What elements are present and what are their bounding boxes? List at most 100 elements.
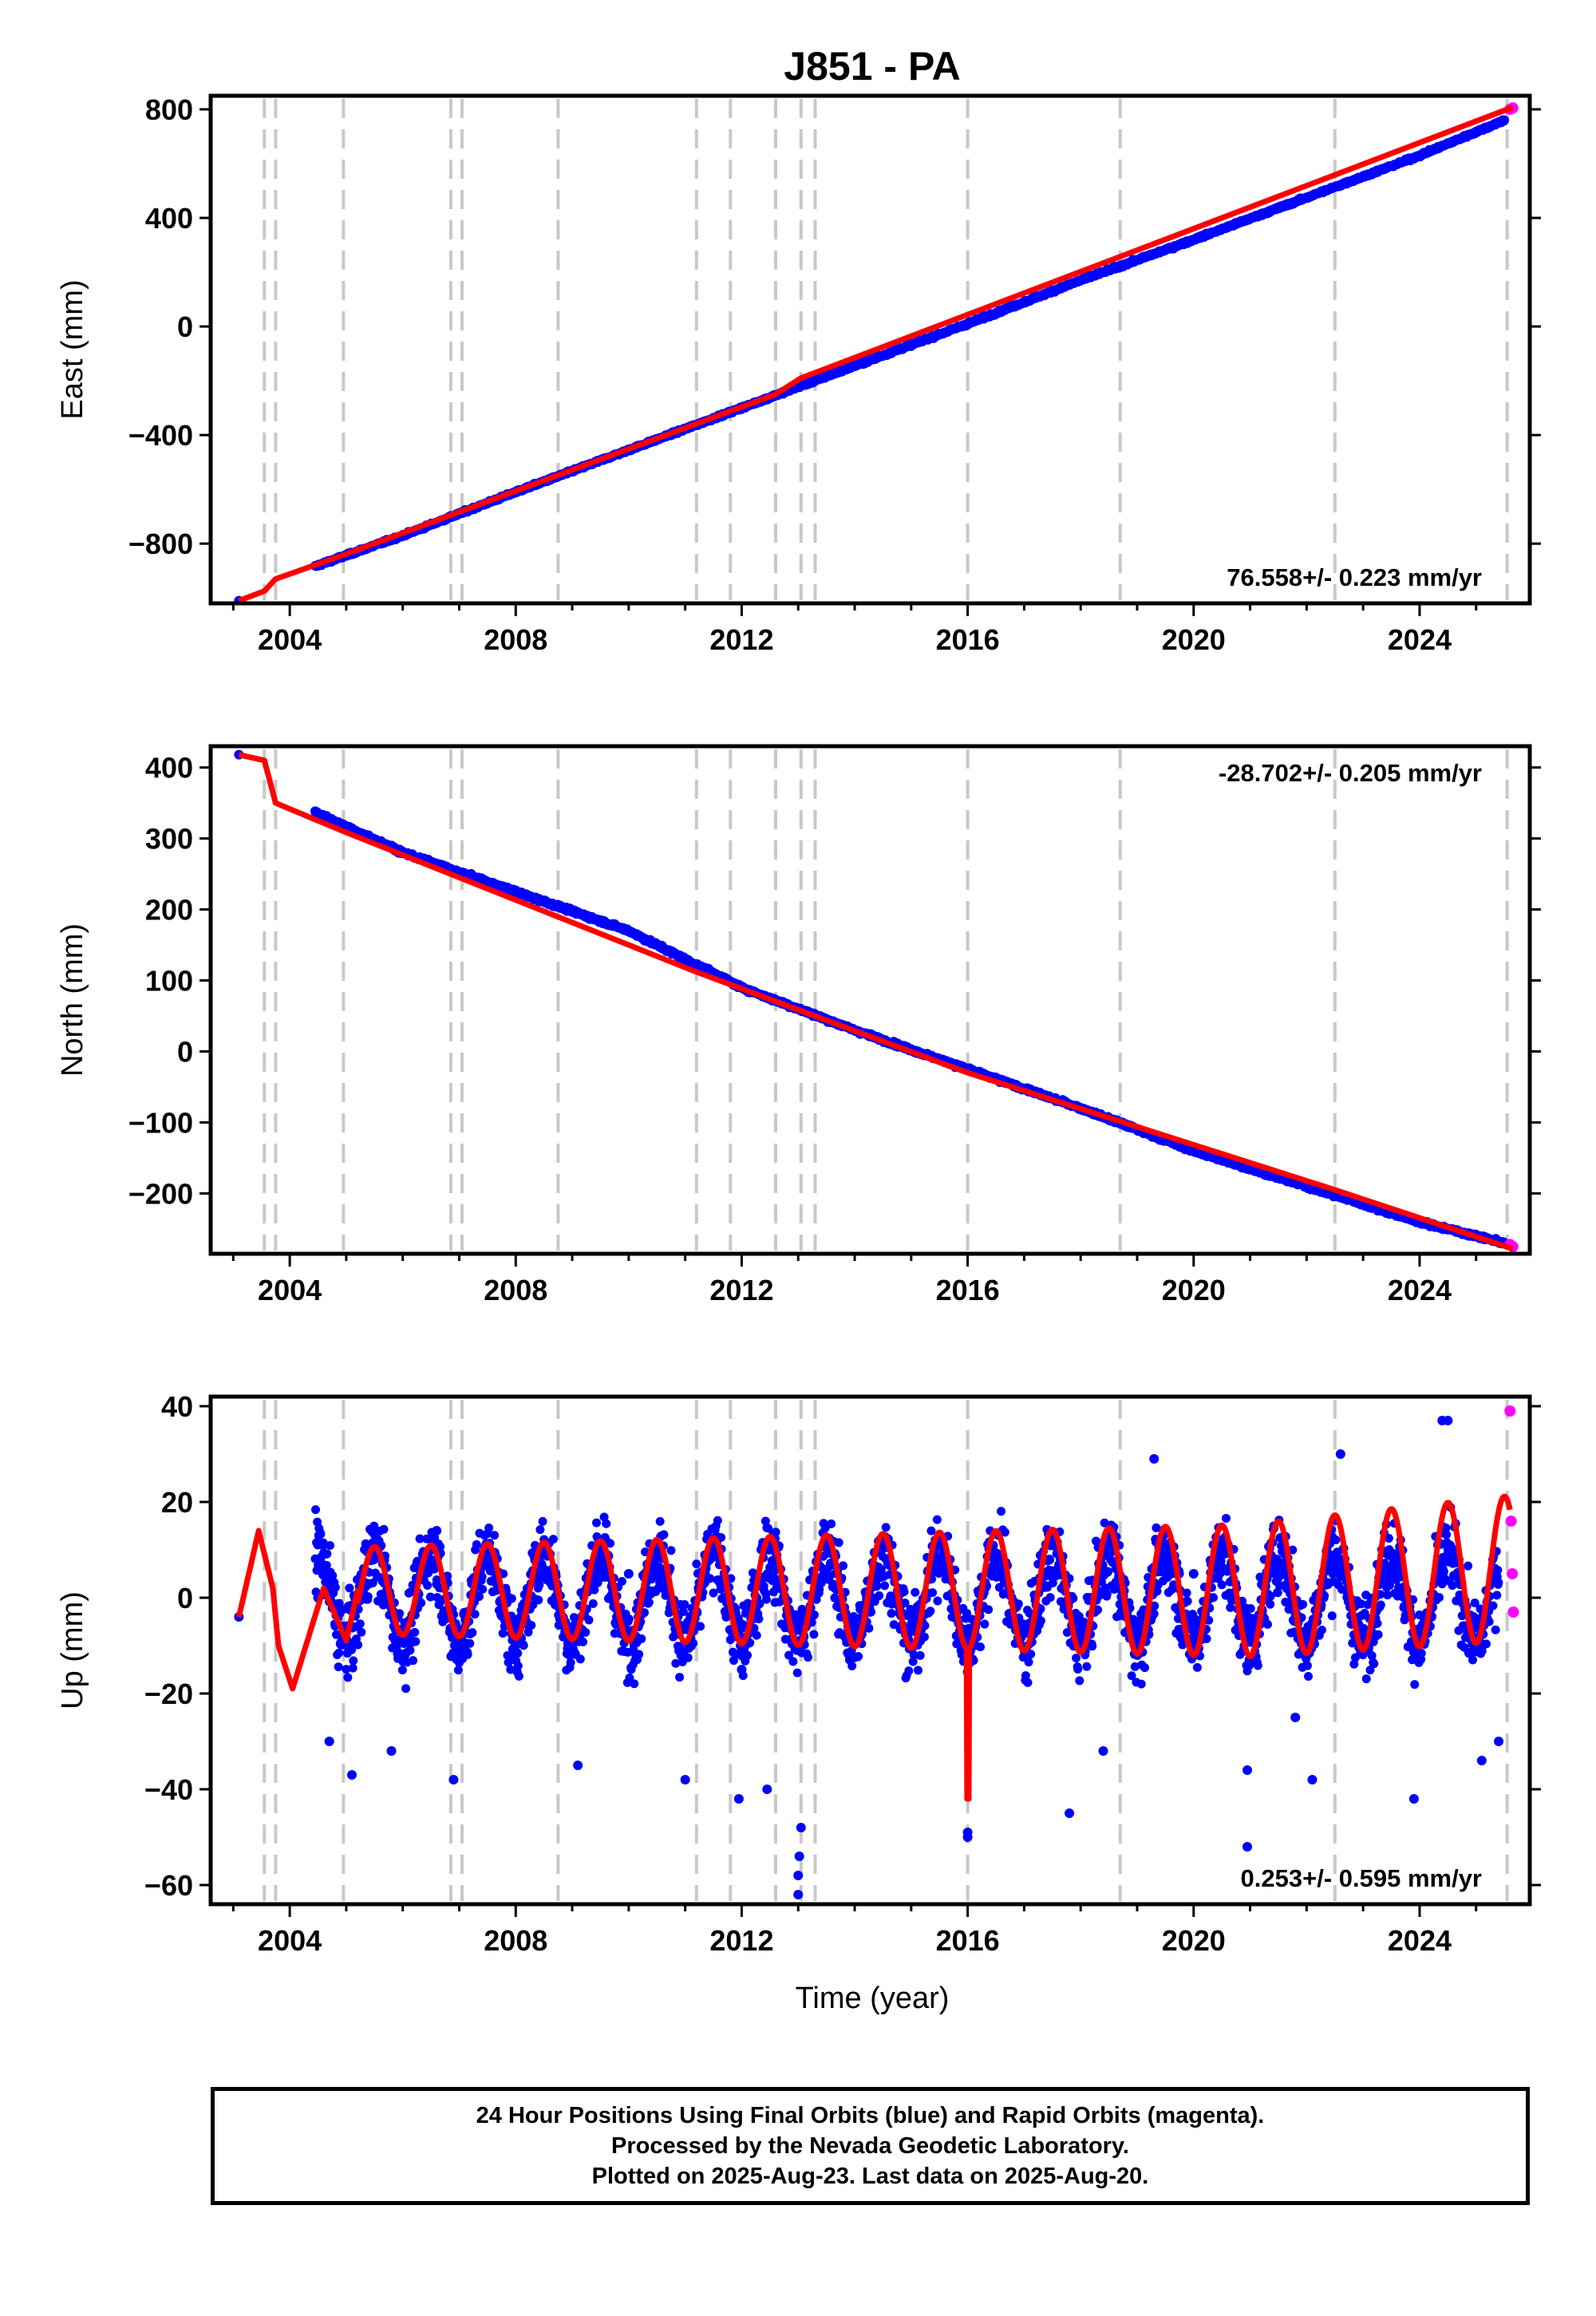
final-orbits-series-up <box>234 1416 1504 1899</box>
final-orbit-point <box>330 1583 340 1592</box>
model-fit-line-north <box>238 752 1514 1252</box>
final-orbit-point <box>647 1575 657 1584</box>
final-orbit-point <box>354 1640 363 1650</box>
final-orbit-point <box>417 1598 426 1607</box>
final-orbit-point <box>623 926 634 936</box>
final-orbit-point <box>440 1614 450 1624</box>
final-orbit-point <box>634 1650 644 1659</box>
final-orbit-point <box>535 1525 545 1535</box>
final-orbit-point <box>624 1614 634 1624</box>
final-orbit-point <box>463 1650 472 1659</box>
model-fit-line-east <box>238 105 1515 603</box>
final-orbit-point <box>334 1648 344 1658</box>
plot-area-north <box>234 749 1519 1253</box>
x-tick-label: 2012 <box>709 623 773 656</box>
final-orbit-point <box>579 1637 588 1646</box>
final-orbit-point <box>584 1615 594 1625</box>
final-orbit-point <box>432 1575 441 1585</box>
final-orbit-point <box>498 1628 508 1638</box>
final-orbit-point <box>617 1576 626 1586</box>
final-orbit-point <box>379 1524 389 1534</box>
x-tick-label: 2004 <box>258 623 322 656</box>
plot-area-east <box>234 102 1519 603</box>
final-orbit-point <box>425 1592 435 1602</box>
x-tick-label: 2008 <box>484 623 547 656</box>
final-orbit-point <box>513 1648 523 1658</box>
x-tick-label: 2012 <box>709 1274 773 1306</box>
final-orbit-point <box>655 1516 665 1526</box>
final-orbit-point <box>506 1665 516 1674</box>
final-orbit-point <box>465 1638 475 1648</box>
final-orbit-point <box>519 1641 528 1650</box>
final-orbit-point <box>1076 275 1086 286</box>
final-orbits-series-east <box>234 115 1510 603</box>
final-orbit-point <box>470 1610 480 1619</box>
final-orbit-point <box>355 1619 365 1629</box>
final-orbit-point <box>1499 115 1510 125</box>
final-orbit-point <box>713 1516 722 1525</box>
y-axis-label: North (mm) <box>56 923 89 1077</box>
final-orbit-point <box>575 1654 585 1664</box>
final-orbit-point <box>415 1534 425 1543</box>
final-orbit-point <box>472 1539 481 1549</box>
final-orbit-point <box>644 1598 654 1607</box>
final-orbit-point <box>709 1588 718 1598</box>
y-tick-label: 100 <box>145 965 193 998</box>
y-tick-label: 300 <box>145 823 193 856</box>
final-orbit-point <box>368 1579 377 1588</box>
rate-annotation: 76.558+/- 0.223 mm/yr <box>1227 563 1482 591</box>
y-tick-label: −400 <box>128 419 193 452</box>
final-orbit-point <box>692 1559 701 1569</box>
final-orbit-point <box>326 1540 335 1550</box>
final-orbit-point <box>1188 235 1199 245</box>
final-orbit-point <box>588 1599 598 1608</box>
final-orbit-point <box>535 1580 544 1590</box>
final-orbit-point <box>666 1546 676 1555</box>
x-tick-label: 2008 <box>484 1274 547 1306</box>
final-orbit-point <box>630 1679 639 1689</box>
final-orbit-point <box>659 1530 669 1539</box>
final-orbit-point <box>599 1512 609 1522</box>
x-tick-label: 2024 <box>1388 1274 1452 1306</box>
final-orbit-point <box>678 1607 688 1616</box>
final-orbit-point <box>513 1661 523 1670</box>
plot-frame <box>208 93 1532 606</box>
x-tick-label: 2004 <box>258 1274 322 1306</box>
final-orbit-point <box>514 1671 523 1681</box>
final-orbit-point <box>602 1519 611 1528</box>
y-tick-label: 0 <box>177 310 193 343</box>
final-orbit-point <box>637 1634 646 1643</box>
final-orbit-point <box>343 1673 353 1682</box>
y-tick-label: 200 <box>145 894 193 927</box>
y-tick-label: −200 <box>128 1177 193 1210</box>
final-orbit-point <box>363 1592 373 1602</box>
final-orbit-point <box>962 318 973 329</box>
final-orbit-point <box>395 1609 405 1618</box>
x-tick-label: 2016 <box>936 1274 1000 1306</box>
final-orbit-point <box>405 1646 415 1655</box>
y-tick-label: −800 <box>128 528 193 560</box>
final-orbit-point <box>310 1505 320 1515</box>
y-tick-label: 800 <box>145 93 193 126</box>
final-orbit-point <box>328 1571 338 1580</box>
y-tick-label: −100 <box>128 1106 193 1139</box>
final-orbit-point <box>357 1627 366 1637</box>
final-orbit-point <box>661 1591 670 1600</box>
final-orbit-point <box>490 1531 500 1540</box>
final-orbit-point <box>342 1665 351 1674</box>
final-orbit-point <box>507 1594 516 1603</box>
x-tick-label: 2024 <box>1388 623 1452 656</box>
final-orbit-point <box>477 1572 487 1582</box>
final-orbit-point <box>606 1539 615 1548</box>
final-orbit-point <box>316 1529 326 1539</box>
final-orbit-point <box>409 1656 418 1666</box>
rate-annotation: -28.702+/- 0.205 mm/yr <box>1219 759 1482 787</box>
final-orbit-point <box>538 1516 547 1526</box>
y-tick-label: 400 <box>145 752 193 785</box>
final-orbit-point <box>654 1571 664 1581</box>
final-orbit-point <box>511 887 521 897</box>
final-orbit-point <box>705 1574 715 1583</box>
final-orbit-point <box>474 1591 484 1601</box>
